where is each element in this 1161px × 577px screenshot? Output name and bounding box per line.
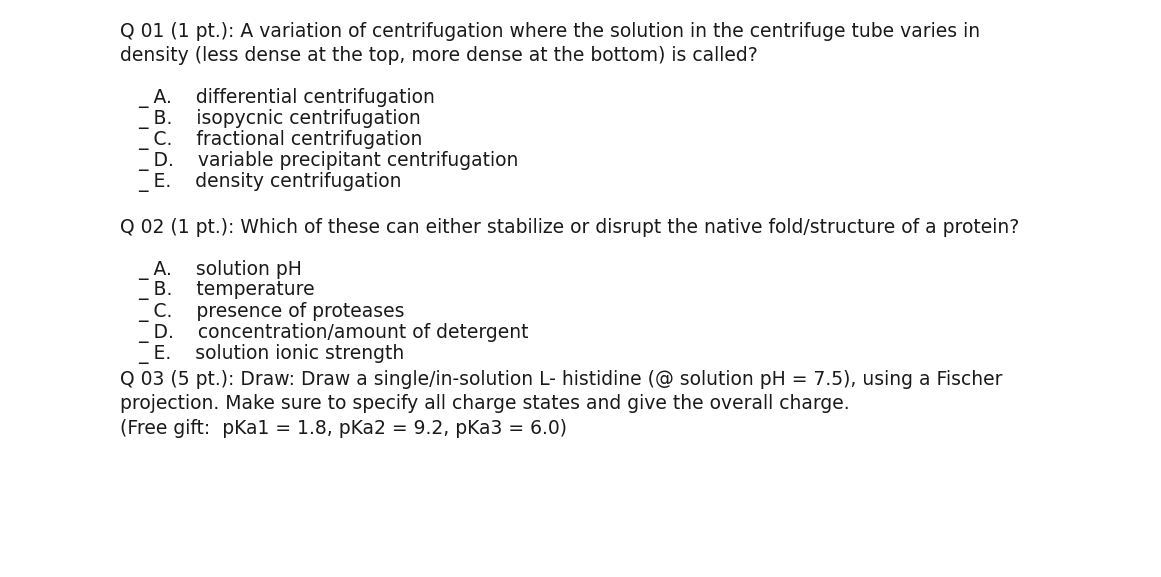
Text: _ E.    density centrifugation: _ E. density centrifugation bbox=[138, 172, 402, 192]
Text: _ B.    isopycnic centrifugation: _ B. isopycnic centrifugation bbox=[138, 109, 420, 129]
Text: Q 02 (1 pt.): Which of these can either stabilize or disrupt the native fold/str: Q 02 (1 pt.): Which of these can either … bbox=[120, 218, 1019, 237]
Text: _ B.    temperature: _ B. temperature bbox=[138, 281, 315, 300]
Text: _ D.    variable precipitant centrifugation: _ D. variable precipitant centrifugation bbox=[138, 151, 518, 171]
Text: _ D.    concentration/amount of detergent: _ D. concentration/amount of detergent bbox=[138, 323, 528, 343]
Text: _ A.    solution pH: _ A. solution pH bbox=[138, 260, 302, 280]
Text: Q 03 (5 pt.): Draw: Draw a single/in-solution L- histidine (@ solution pH = 7.5): Q 03 (5 pt.): Draw: Draw a single/in-sol… bbox=[120, 370, 1002, 437]
Text: _ A.    differential centrifugation: _ A. differential centrifugation bbox=[138, 88, 435, 108]
Text: Q 01 (1 pt.): A variation of centrifugation where the solution in the centrifuge: Q 01 (1 pt.): A variation of centrifugat… bbox=[120, 22, 980, 65]
Text: _ C.    presence of proteases: _ C. presence of proteases bbox=[138, 302, 404, 322]
Text: _ E.    solution ionic strength: _ E. solution ionic strength bbox=[138, 344, 404, 364]
Text: _ C.    fractional centrifugation: _ C. fractional centrifugation bbox=[138, 130, 423, 150]
